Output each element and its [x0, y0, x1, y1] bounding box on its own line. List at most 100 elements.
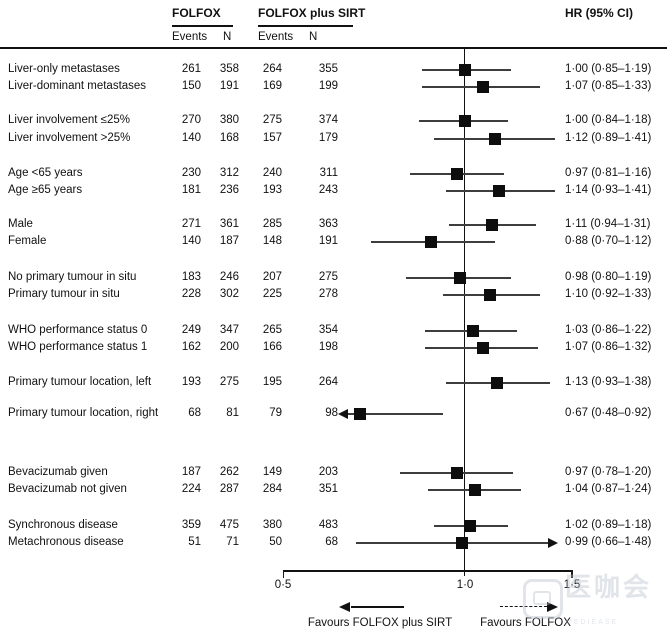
sirt-events-cell: 380	[262, 519, 282, 531]
x-axis-line	[283, 570, 572, 572]
sirt-n-cell: 199	[318, 80, 338, 92]
folfox-n-cell: 361	[219, 218, 239, 230]
hr-ci-text: 1·02 (0·89–1·18)	[565, 519, 652, 531]
hr-point-marker	[459, 115, 471, 127]
hr-point-marker	[486, 219, 499, 231]
folfox-events-cell: 270	[181, 114, 201, 126]
sirt-n-cell: 243	[318, 184, 338, 196]
row-label: Female	[8, 235, 47, 247]
row-label: WHO performance status 0	[8, 324, 148, 336]
folfox-n-cell: 358	[219, 63, 239, 75]
hr-ci-text: 1·04 (0·87–1·24)	[565, 483, 652, 495]
folfox-events-cell: 230	[181, 167, 201, 179]
folfox-n-cell: 262	[219, 466, 239, 478]
favours-right-label: Favours FOLFOX	[480, 617, 571, 629]
hr-point-marker	[469, 484, 482, 496]
hr-point-marker	[493, 185, 506, 197]
favours-left-arrow-icon	[339, 601, 350, 612]
hr-ci-text: 1·12 (0·89–1·41)	[565, 132, 652, 144]
folfox-events-cell: 271	[181, 218, 201, 230]
folfox-n-cell: 475	[219, 519, 239, 531]
reference-line-hr-1	[464, 48, 466, 576]
hr-point-marker	[453, 272, 466, 284]
sirt-n-cell: 354	[318, 324, 338, 336]
x-tick-label-15: 1·5	[563, 579, 581, 591]
row-label: Synchronous disease	[8, 519, 118, 531]
sirt-events-cell: 285	[262, 218, 282, 230]
hr-ci-text: 0·67 (0·48–0·92)	[565, 407, 652, 419]
sirt-events-cell: 148	[262, 235, 282, 247]
folfox-n-cell: 275	[219, 376, 239, 388]
sirt-n-header: N	[309, 31, 318, 43]
row-label: Primary tumour location, left	[8, 376, 152, 388]
row-label: Liver-dominant metastases	[8, 80, 147, 92]
sirt-n-cell: 98	[325, 407, 338, 419]
hr-point-marker	[491, 377, 504, 389]
folfox-n-cell: 187	[219, 235, 239, 247]
folfox-n-cell: 168	[219, 132, 239, 144]
ci-arrow-right-icon	[547, 537, 558, 548]
favours-right-arrow-icon	[547, 601, 558, 612]
watermark-logo-icon	[523, 579, 563, 619]
sirt-events-cell: 79	[269, 407, 282, 419]
folfox-events-cell: 68	[188, 407, 201, 419]
watermark-text: 医咖会	[565, 572, 653, 602]
folfox-events-cell: 224	[181, 483, 201, 495]
favours-right-arrow-line	[500, 606, 547, 607]
hr-point-marker	[459, 64, 471, 76]
folfox-events-cell: 140	[181, 235, 201, 247]
folfox-events-cell: 162	[181, 341, 201, 353]
hr-ci-text: 0·97 (0·81–1·16)	[565, 167, 652, 179]
row-label: Age ≥65 years	[8, 184, 83, 196]
sirt-n-cell: 179	[318, 132, 338, 144]
favours-left-label: Favours FOLFOX plus SIRT	[307, 617, 453, 629]
hr-point-marker	[488, 133, 501, 145]
sirt-n-cell: 483	[318, 519, 338, 531]
hr-ci-text: 1·03 (0·86–1·22)	[565, 324, 652, 336]
sirt-n-cell: 68	[325, 536, 338, 548]
sirt-n-cell: 198	[318, 341, 338, 353]
sirt-events-cell: 264	[262, 63, 282, 75]
sirt-n-cell: 275	[318, 271, 338, 283]
folfox-n-cell: 200	[219, 341, 239, 353]
hr-point-marker	[484, 289, 497, 301]
sirt-events-cell: 207	[262, 271, 282, 283]
row-label: Liver involvement ≤25%	[8, 114, 131, 126]
hr-point-marker	[425, 236, 438, 248]
row-label: Liver-only metastases	[8, 63, 120, 75]
folfox-events-cell: 183	[181, 271, 201, 283]
folfox-events-cell: 187	[181, 466, 201, 478]
folfox-n-cell: 302	[219, 288, 239, 300]
sirt-events-cell: 50	[269, 536, 282, 548]
sirt-events-cell: 265	[262, 324, 282, 336]
hr-ci-text: 0·99 (0·66–1·48)	[565, 536, 652, 548]
folfox-n-cell: 246	[219, 271, 239, 283]
sirt-n-cell: 374	[318, 114, 338, 126]
sirt-events-cell: 169	[262, 80, 282, 92]
sirt-n-cell: 311	[319, 167, 338, 179]
column-header-hr: HR (95% CI)	[565, 6, 634, 20]
sirt-n-cell: 363	[318, 218, 338, 230]
folfox-n-cell: 81	[226, 407, 239, 419]
sirt-events-cell: 157	[262, 132, 282, 144]
hr-point-marker	[451, 168, 463, 180]
folfox-events-cell: 228	[181, 288, 201, 300]
folfox-events-cell: 51	[188, 536, 201, 548]
row-label: Primary tumour in situ	[8, 288, 120, 300]
hr-ci-text: 0·98 (0·80–1·19)	[565, 271, 652, 283]
sirt-events-cell: 284	[262, 483, 282, 495]
hr-ci-text: 1·00 (0·85–1·19)	[565, 63, 652, 75]
favours-left-arrow-line	[351, 606, 404, 608]
hr-ci-text: 0·97 (0·78–1·20)	[565, 466, 652, 478]
x-tick-label-10: 1·0	[456, 579, 474, 591]
folfox-events-cell: 249	[181, 324, 201, 336]
hr-ci-text: 0·88 (0·70–1·12)	[565, 235, 652, 247]
sirt-events-cell: 166	[262, 341, 282, 353]
folfox-sirt-header-underline	[258, 25, 353, 27]
x-tick-label-05: 0·5	[274, 579, 292, 591]
watermark-subtext: MEDIEASE	[566, 619, 619, 626]
folfox-events-cell: 193	[181, 376, 201, 388]
row-label: Male	[8, 218, 33, 230]
hr-ci-text: 1·00 (0·84–1·18)	[565, 114, 652, 126]
folfox-n-cell: 191	[219, 80, 239, 92]
